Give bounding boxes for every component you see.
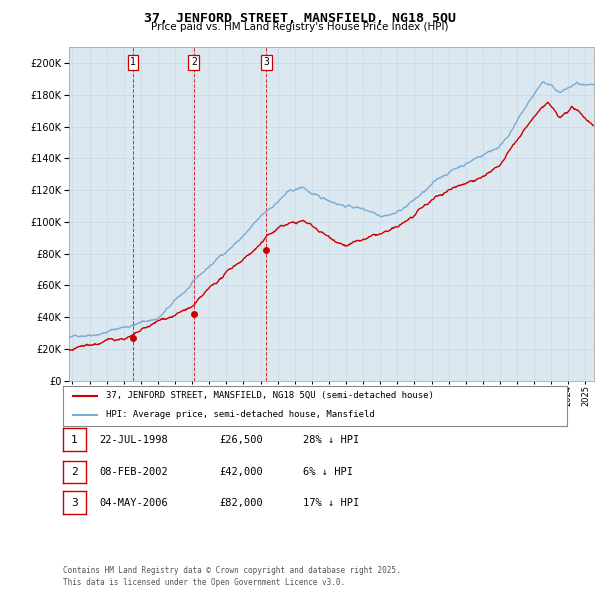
Text: Contains HM Land Registry data © Crown copyright and database right 2025.
This d: Contains HM Land Registry data © Crown c…: [63, 566, 401, 587]
Text: 37, JENFORD STREET, MANSFIELD, NG18 5QU: 37, JENFORD STREET, MANSFIELD, NG18 5QU: [144, 12, 456, 25]
Text: 6% ↓ HPI: 6% ↓ HPI: [303, 467, 353, 477]
Text: 22-JUL-1998: 22-JUL-1998: [99, 435, 168, 444]
Text: 3: 3: [71, 498, 78, 507]
Text: 37, JENFORD STREET, MANSFIELD, NG18 5QU (semi-detached house): 37, JENFORD STREET, MANSFIELD, NG18 5QU …: [106, 391, 434, 401]
Text: 2: 2: [191, 57, 197, 67]
Text: HPI: Average price, semi-detached house, Mansfield: HPI: Average price, semi-detached house,…: [106, 410, 374, 419]
Text: 04-MAY-2006: 04-MAY-2006: [99, 498, 168, 507]
Text: Price paid vs. HM Land Registry's House Price Index (HPI): Price paid vs. HM Land Registry's House …: [151, 22, 449, 32]
Text: 1: 1: [71, 435, 78, 444]
Text: 2: 2: [71, 467, 78, 477]
Text: £26,500: £26,500: [219, 435, 263, 444]
Text: 28% ↓ HPI: 28% ↓ HPI: [303, 435, 359, 444]
Text: 1: 1: [130, 57, 136, 67]
Text: 17% ↓ HPI: 17% ↓ HPI: [303, 498, 359, 507]
Text: £82,000: £82,000: [219, 498, 263, 507]
Text: 08-FEB-2002: 08-FEB-2002: [99, 467, 168, 477]
Text: 3: 3: [263, 57, 269, 67]
Text: £42,000: £42,000: [219, 467, 263, 477]
